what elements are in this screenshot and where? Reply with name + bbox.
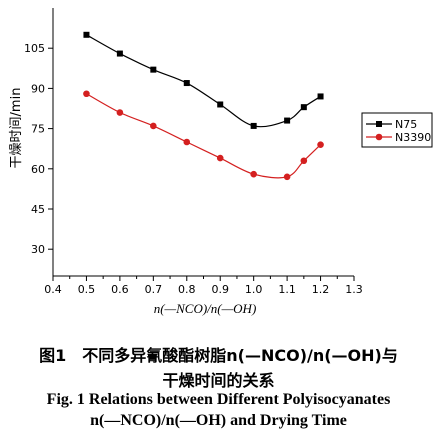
x-tick-label: 0.9: [211, 283, 229, 296]
data-point-n75: [284, 117, 291, 124]
x-tick-label: 0.7: [145, 283, 163, 296]
data-point-n75: [300, 104, 307, 111]
legend-label: N75: [395, 118, 417, 131]
y-axis: 30 45 60 75 90 105: [24, 42, 53, 256]
x-axis: 0.4 0.5 0.6 0.7 0.8 0.9 1.0 1.1 1.2 1.3: [44, 276, 363, 296]
x-axis-label: n(—NCO)/n(—OH): [154, 301, 257, 316]
x-tick-label: 1.0: [245, 283, 263, 296]
caption-chinese-line-2: 干燥时间的关系: [162, 371, 275, 390]
legend-label: N3390: [395, 131, 431, 144]
series-line-n3390: [86, 93, 321, 179]
y-tick-label: 75: [31, 123, 45, 136]
x-tick-label: 1.1: [278, 283, 296, 296]
data-point-n3390: [116, 109, 124, 116]
x-tick-label: 1.3: [345, 283, 363, 296]
x-tick-label: 0.8: [178, 283, 196, 296]
data-point-n3390: [216, 154, 224, 162]
y-tick-label: 30: [31, 243, 45, 256]
y-tick-label: 45: [31, 203, 45, 216]
caption-chinese-line-1: 图1 不同多异氰酸酯树脂n(—NCO)/n(—OH)与: [39, 346, 398, 365]
chart: 0.4 0.5 0.6 0.7 0.8 0.9 1.0 1.1 1.2 1.3 30 45 60 75 9…: [9, 8, 433, 316]
series-layer: [83, 31, 324, 181]
data-point-n75: [317, 93, 324, 100]
data-point-n3390: [317, 141, 324, 148]
data-point-n3390: [250, 170, 257, 178]
data-point-n3390: [83, 90, 90, 98]
data-point-n75: [217, 101, 224, 108]
plot-frame: [52, 8, 354, 277]
data-point-n75: [83, 31, 90, 38]
data-point-n75: [250, 122, 257, 129]
x-tick-label: 0.5: [78, 283, 96, 296]
data-point-n3390: [283, 173, 291, 181]
data-point-n75: [150, 66, 157, 73]
y-axis-label: 干燥时间/min: [9, 88, 24, 169]
x-tick-label: 0.6: [111, 283, 129, 296]
legend-marker: [376, 121, 382, 127]
y-tick-label: 105: [24, 42, 45, 55]
x-tick-label: 0.4: [44, 283, 62, 296]
y-tick-label: 60: [31, 163, 45, 176]
caption-english-line-2: n(—NCO)/n(—OH) and Drying Time: [90, 412, 347, 429]
data-point-n75: [183, 80, 190, 87]
caption-english-line-1: Fig. 1 Relations between Different Polyi…: [46, 391, 391, 408]
legend-marker: [375, 133, 383, 141]
y-tick-label: 90: [31, 82, 45, 95]
data-point-n75: [116, 50, 123, 57]
data-point-n3390: [150, 122, 157, 130]
data-point-n3390: [183, 138, 191, 146]
legend-box: [361, 112, 433, 148]
x-tick-label: 1.2: [312, 283, 330, 296]
data-point-n3390: [300, 157, 308, 165]
